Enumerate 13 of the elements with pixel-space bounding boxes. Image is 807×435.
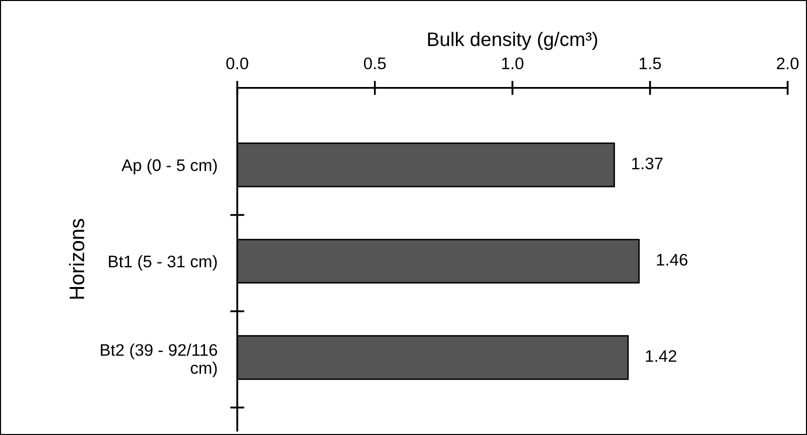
x-tick-label: 1.5: [640, 58, 661, 70]
y-tick-label: Bt2 (39 - 92/116 cm): [100, 344, 218, 378]
x-tick-label: 0.0: [226, 57, 248, 70]
y-tick-label: Ap (0 - 5 cm): [122, 158, 217, 174]
y-tick-label: Bt1 (5 - 31 cm): [108, 255, 217, 271]
data-label: 1.46: [656, 254, 688, 266]
x-tick-label: 2.0: [776, 57, 799, 70]
data-label: 1.42: [646, 350, 676, 362]
data-label: 1.37: [632, 158, 663, 170]
x-axis-title: Bulk density (g/cm³): [428, 32, 598, 50]
y-axis-title: Horizons: [69, 218, 84, 299]
x-tick-label: 1.0: [502, 57, 524, 70]
x-tick-label: 0.5: [364, 57, 386, 70]
